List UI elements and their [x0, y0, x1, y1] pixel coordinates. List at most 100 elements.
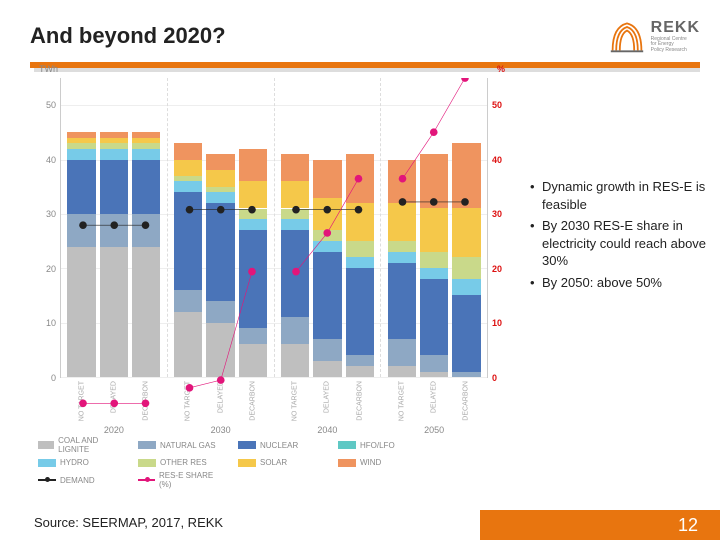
unit-left: TWh [39, 64, 58, 74]
page-title: And beyond 2020? [30, 23, 226, 49]
year-group: NO TARGETDELAYEDDECARBON2050 [381, 78, 487, 377]
bar-segment-other [100, 143, 128, 148]
bar-segment-coal [388, 366, 416, 377]
bar-segment-solar [174, 160, 202, 176]
chart-column: 01020304050 TWh % NO TARGETDELAYEDDECARB… [34, 78, 514, 493]
bar-scenario-label: DELAYED [217, 381, 224, 413]
bar-segment-gas [100, 214, 128, 247]
y-axis-left: 01020304050 [34, 78, 60, 378]
bar-segment-coal [239, 344, 267, 377]
stacked-bar: DELAYED [313, 78, 341, 377]
bar-segment-nuclear [174, 192, 202, 290]
bar-segment-solar [206, 170, 234, 186]
bar-segment-solar [346, 203, 374, 241]
legend-item: HYDRO [38, 458, 124, 467]
bar-segment-coal [206, 323, 234, 377]
bar-segment-nuclear [281, 230, 309, 317]
bar-segment-hydro [206, 192, 234, 203]
year-label: 2030 [168, 425, 274, 435]
bar-segment-wind [206, 154, 234, 170]
bar-segment-coal [346, 366, 374, 377]
bar-segment-hydro [452, 279, 480, 295]
bar-scenario-label: DECARBON [249, 381, 256, 421]
bar-segment-solar [132, 138, 160, 143]
bar-segment-hydro [132, 149, 160, 160]
stacked-bar: NO TARGET [174, 78, 202, 377]
bar-segment-other [206, 187, 234, 192]
y-axis-right: 01020304050 [488, 78, 514, 378]
bar-segment-hydro [100, 149, 128, 160]
bullet-item: Dynamic growth in RES-E is feasible [528, 178, 708, 213]
stacked-bar: DECARBON [239, 78, 267, 377]
bar-scenario-label: DELAYED [431, 381, 438, 413]
bar-segment-gas [132, 214, 160, 247]
year-label: 2020 [61, 425, 167, 435]
bar-scenario-label: NO TARGET [78, 381, 85, 421]
year-group: NO TARGETDELAYEDDECARBON2040 [275, 78, 382, 377]
legend-item: DEMAND [38, 471, 124, 489]
bar-segment-coal [132, 247, 160, 377]
bar-segment-coal [67, 247, 95, 377]
bar-segment-gas [281, 317, 309, 344]
legend-item: COAL AND LIGNITE [38, 436, 124, 454]
bullet-item: By 2050: above 50% [528, 274, 708, 292]
bar-scenario-label: DELAYED [324, 381, 331, 413]
logo-text: REKK [651, 19, 700, 37]
year-label: 2040 [275, 425, 381, 435]
unit-right: % [497, 64, 505, 74]
stacked-bar: DELAYED [100, 78, 128, 377]
logo: REKK Regional Centre for Energy Policy R… [609, 18, 700, 54]
bar-segment-hydro [174, 181, 202, 192]
bar-segment-nuclear [100, 160, 128, 214]
bar-segment-hydro [281, 219, 309, 230]
bar-segment-solar [388, 203, 416, 241]
bar-segment-wind [420, 154, 448, 208]
bar-segment-nuclear [452, 295, 480, 371]
page-number: 12 [678, 515, 698, 536]
bar-segment-wind [388, 160, 416, 203]
plot-area: TWh % NO TARGETDELAYEDDECARBON2020NO TAR… [60, 78, 488, 378]
bar-segment-solar [67, 138, 95, 143]
year-group: NO TARGETDELAYEDDECARBON2030 [168, 78, 275, 377]
bar-segment-other [313, 230, 341, 241]
stacked-bar: DECARBON [132, 78, 160, 377]
rekk-logo-icon [609, 18, 645, 54]
bar-segment-wind [174, 143, 202, 159]
legend-item: NUCLEAR [238, 436, 324, 454]
bar-segment-hydro [239, 219, 267, 230]
legend-item: OTHER RES [138, 458, 224, 467]
bar-segment-solar [239, 181, 267, 208]
legend-item: WIND [338, 458, 424, 467]
bar-segment-nuclear [67, 160, 95, 214]
bar-segment-wind [132, 132, 160, 137]
logo-subtitle: Regional Centre for Energy Policy Resear… [651, 37, 700, 54]
legend-item: NATURAL GAS [138, 436, 224, 454]
bar-segment-wind [100, 132, 128, 137]
bar-segment-other [239, 209, 267, 220]
bar-segment-solar [420, 208, 448, 251]
bar-segment-solar [452, 208, 480, 257]
bullet-item: By 2030 RES-E share in electricity could… [528, 217, 708, 270]
bar-segment-coal [420, 372, 448, 377]
legend-item: SOLAR [238, 458, 324, 467]
bar-scenario-label: NO TARGET [398, 381, 405, 421]
stacked-bar: DELAYED [420, 78, 448, 377]
bar-segment-gas [420, 355, 448, 371]
bar-segment-hydro [420, 268, 448, 279]
bar-segment-other [67, 143, 95, 148]
year-label: 2050 [381, 425, 487, 435]
bar-segment-other [281, 209, 309, 220]
stacked-bar: NO TARGET [388, 78, 416, 377]
bar-segment-other [452, 257, 480, 279]
bar-segment-nuclear [132, 160, 160, 214]
bar-segment-wind [313, 160, 341, 198]
bar-segment-hydro [388, 252, 416, 263]
bar-segment-solar [100, 138, 128, 143]
bar-segment-solar [313, 198, 341, 231]
year-group: NO TARGETDELAYEDDECARBON2020 [61, 78, 168, 377]
bar-segment-coal [100, 247, 128, 377]
bar-segment-nuclear [420, 279, 448, 355]
stacked-bar: NO TARGET [67, 78, 95, 377]
bar-scenario-label: NO TARGET [292, 381, 299, 421]
stacked-bar: NO TARGET [281, 78, 309, 377]
